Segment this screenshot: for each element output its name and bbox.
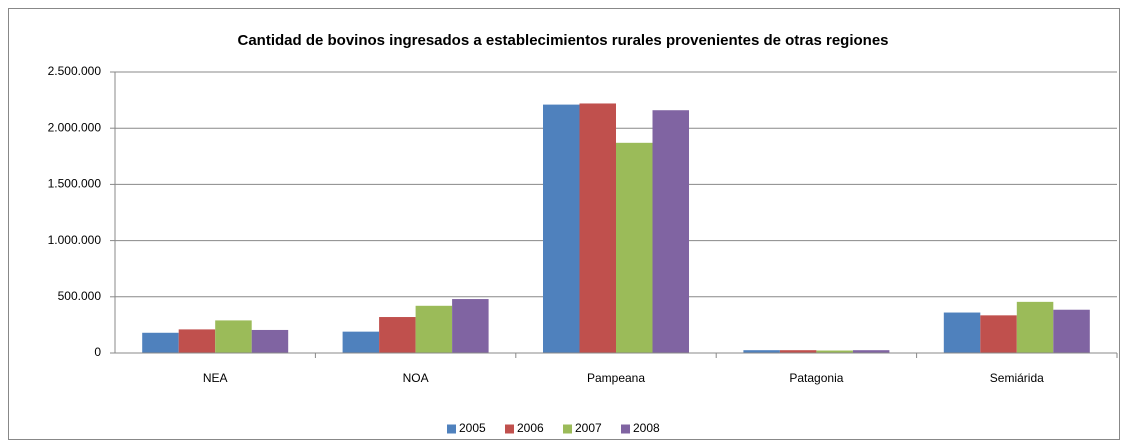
- legend-label: 2008: [633, 421, 660, 435]
- x-tick-label: Pampeana: [587, 371, 645, 385]
- chart-title: Cantidad de bovinos ingresados a estable…: [237, 32, 888, 49]
- legend-swatch: [563, 424, 572, 434]
- legend-label: 2006: [517, 421, 544, 435]
- y-tick-label: 2.500.000: [48, 64, 102, 78]
- legend-swatch: [505, 424, 514, 434]
- bar: [816, 350, 853, 353]
- y-tick-label: 2.000.000: [48, 120, 102, 134]
- x-tick-label: Semiárida: [990, 371, 1044, 385]
- bar: [743, 350, 780, 353]
- legend-label: 2007: [575, 421, 602, 435]
- bar: [178, 329, 216, 353]
- y-tick-label: 1.500.000: [48, 177, 102, 191]
- legend-swatch: [621, 424, 630, 434]
- bar: [779, 350, 817, 353]
- bar: [379, 317, 416, 353]
- bar: [415, 305, 453, 353]
- bar: [616, 142, 653, 353]
- y-tick-label: 500.000: [58, 289, 102, 303]
- bar: [342, 331, 380, 353]
- bar: [652, 110, 689, 353]
- legend-label: 2005: [459, 421, 486, 435]
- x-tick-label: Patagonia: [789, 371, 843, 385]
- bar: [852, 350, 890, 353]
- y-tick-label: 0: [94, 345, 101, 359]
- x-tick-label: NEA: [203, 371, 228, 385]
- bar: [1053, 309, 1090, 353]
- bar: [579, 103, 616, 353]
- bar: [1016, 301, 1054, 353]
- bar: [452, 299, 489, 353]
- y-tick-label: 1.000.000: [48, 233, 102, 247]
- bar: [980, 315, 1017, 353]
- bar: [943, 312, 981, 353]
- bar: [142, 332, 179, 353]
- legend-swatch: [447, 424, 456, 434]
- bar: [251, 329, 289, 353]
- x-tick-label: NOA: [403, 371, 429, 385]
- bar: [543, 104, 580, 353]
- bar: [215, 320, 252, 353]
